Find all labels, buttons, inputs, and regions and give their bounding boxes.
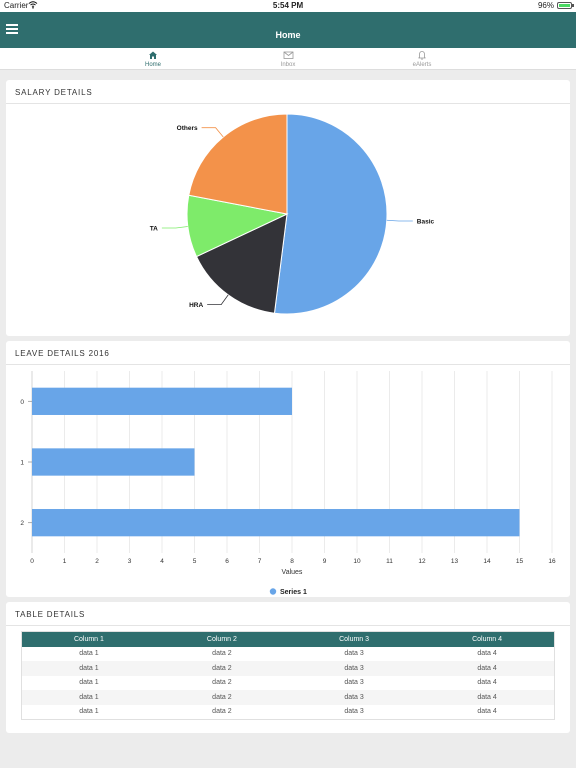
bar-category-0[interactable] (32, 387, 292, 415)
y-tick-label: 0 (20, 399, 24, 406)
battery-icon (557, 2, 574, 9)
pie-slice-basic[interactable] (273, 113, 388, 315)
y-tick-label: 1 (20, 460, 24, 467)
table-cell: data 2 (212, 679, 232, 687)
hamburger-menu-icon[interactable] (6, 24, 18, 34)
x-tick-label: 15 (516, 558, 524, 565)
table-cell: data 2 (155, 661, 288, 676)
table-header-row: Column 1 Column 2 Column 3 Column 4 (21, 631, 555, 647)
pie-slice-hra[interactable] (195, 213, 288, 314)
x-tick-label: 2 (95, 558, 99, 565)
salary-details-card: SALARY DETAILS Basic HRA TA Others (6, 80, 570, 336)
table-row[interactable]: data 1 data 2 data 3 data 4 (22, 705, 555, 720)
table-row[interactable]: data 1 data 2 data 3 data 4 (21, 661, 555, 676)
table-cell: data 1 (21, 661, 156, 676)
pie-leader-line (201, 127, 224, 138)
column-header[interactable]: Column 2 (155, 631, 288, 647)
navigation-bar: Home (0, 12, 576, 48)
salary-details-header: SALARY DETAILS (6, 80, 570, 104)
x-tick-label: 8 (290, 558, 294, 565)
salary-pie-chart: Basic HRA TA Others (150, 113, 435, 315)
x-tick-label: 7 (258, 558, 262, 565)
x-tick-label: 13 (451, 558, 459, 565)
x-tick-label: 5 (193, 558, 197, 565)
page-title: Home (275, 30, 301, 40)
table-row[interactable]: data 1 data 2 data 3 data 4 (22, 647, 555, 662)
table-cell: data 4 (477, 650, 497, 658)
tab-ealerts[interactable]: eAlerts (392, 50, 452, 68)
bar-category-2[interactable] (32, 509, 520, 537)
bell-icon (392, 50, 452, 60)
status-time: 5:54 PM (272, 1, 304, 10)
table-details-header: TABLE DETAILS (6, 602, 570, 626)
table-row[interactable]: data 1 data 2 data 3 data 4 (22, 676, 555, 691)
home-icon (123, 50, 183, 60)
x-tick-label: 10 (353, 558, 361, 565)
x-tick-label: 1 (63, 558, 67, 565)
column-header[interactable]: Column 1 (21, 631, 156, 647)
pie-label: HRA (189, 302, 203, 309)
table-cell: data 3 (344, 650, 364, 658)
table-cell: data 4 (477, 679, 497, 687)
x-tick-label: 11 (386, 558, 393, 565)
status-bar: Carrier 5:54 PM 96% (0, 0, 576, 12)
y-tick-label: 2 (20, 520, 24, 527)
table-cell: data 4 (477, 708, 497, 715)
carrier-label: Carrier (4, 1, 29, 10)
table-cell: data 3 (287, 661, 421, 676)
x-tick-label: 16 (548, 558, 556, 565)
table-cell: data 1 (79, 708, 99, 715)
table-cell: data 2 (212, 708, 232, 715)
tab-home[interactable]: Home (123, 50, 183, 68)
column-header[interactable]: Column 4 (420, 631, 555, 647)
table-details-card: TABLE DETAILS Column 1 Column 2 Column 3… (6, 602, 570, 733)
x-axis-label: Values (282, 569, 303, 576)
tab-inbox[interactable]: Inbox (258, 50, 318, 68)
x-tick-label: 6 (225, 558, 229, 565)
table-cell: data 1 (79, 679, 99, 687)
x-tick-label: 3 (128, 558, 132, 565)
pie-leader-line (207, 294, 229, 306)
column-header[interactable]: Column 3 (287, 631, 421, 647)
x-tick-label: 4 (160, 558, 164, 565)
pie-leader-line (161, 226, 188, 229)
table-cell: data 2 (212, 650, 232, 658)
legend-marker (269, 588, 277, 595)
x-tick-label: 9 (323, 558, 327, 565)
table-cell: data 4 (420, 661, 555, 676)
pie-leader-line (386, 219, 413, 222)
details-table: Column 1 Column 2 Column 3 Column 4 data… (21, 631, 555, 720)
tab-bar: Home Inbox eAlerts (0, 48, 576, 70)
x-tick-label: 12 (418, 558, 426, 565)
leave-bar-chart: 0 1 2 3 4 5 6 7 8 9 10 11 12 13 14 15 16012ValuesSeries … (20, 371, 556, 596)
table-cell: data 3 (344, 679, 364, 687)
pie-label: Basic (417, 219, 435, 226)
tab-ealerts-label: eAlerts (412, 62, 432, 68)
legend-label: Series 1 (280, 589, 307, 596)
bar-category-1[interactable] (32, 448, 195, 476)
leave-details-header: LEAVE DETAILS 2016 (6, 341, 570, 365)
tab-inbox-label: Inbox (280, 62, 296, 68)
x-tick-label: 0 (30, 558, 34, 565)
leave-details-card: LEAVE DETAILS 2016 0 1 2 3 4 5 6 7 8 9 10 11 12 13 14 1… (6, 341, 570, 597)
table-cell: data 4 (420, 690, 555, 705)
pie-label: Others (177, 125, 198, 132)
table-row[interactable]: data 1 data 2 data 3 data 4 (21, 690, 555, 705)
battery-percentage: 96% (537, 1, 554, 10)
table-cell: data 3 (344, 708, 364, 715)
table-cell: data 2 (155, 690, 288, 705)
pie-slice-others[interactable] (188, 113, 288, 215)
envelope-icon (258, 50, 318, 60)
table-cell: data 1 (79, 650, 99, 658)
table-cell: data 1 (21, 690, 156, 705)
tab-home-label: Home (144, 62, 161, 68)
chart-legend[interactable]: Series 1 (269, 588, 307, 596)
table-cell: data 3 (287, 690, 421, 705)
pie-label: TA (150, 226, 158, 233)
wifi-icon (28, 0, 38, 11)
x-tick-label: 14 (483, 558, 491, 565)
